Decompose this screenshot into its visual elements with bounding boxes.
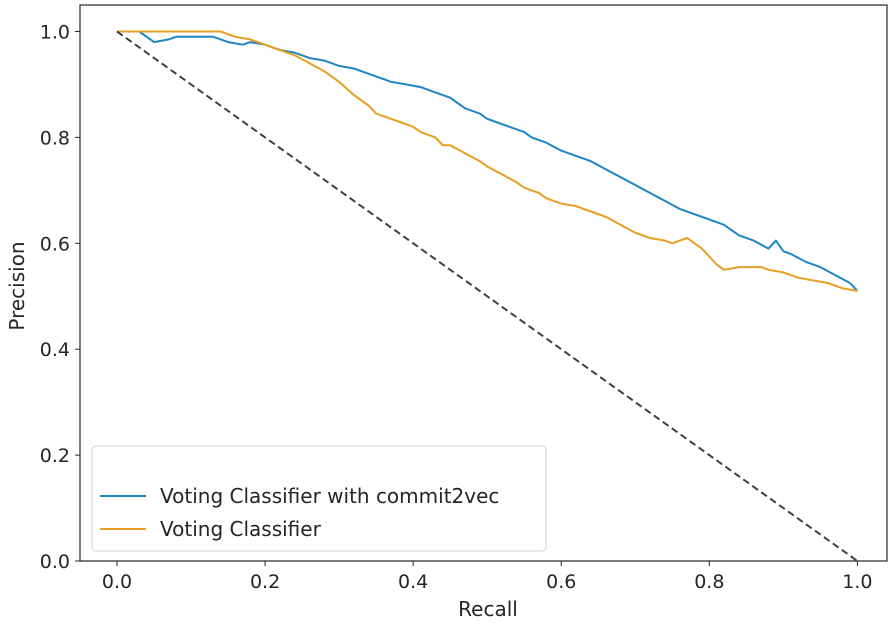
legend-label-commit2vec: Voting Classifier with commit2vec	[160, 484, 499, 508]
x-tick-label: 1.0	[842, 571, 872, 593]
legend: Voting Classifier with commit2vec Voting…	[91, 445, 547, 552]
y-tick-label: 1.0	[40, 21, 70, 43]
x-tick-label: 0.2	[250, 571, 280, 593]
y-tick-label: 0.0	[40, 551, 70, 573]
series-line-voting	[117, 30, 858, 292]
series-layer	[116, 30, 859, 562]
legend-label-voting: Voting Classifier	[160, 517, 322, 541]
series-line-baseline	[116, 30, 858, 562]
y-axis-ticks: 0.0 0.2 0.4 0.6 0.8 1.0	[40, 21, 80, 573]
x-tick-label: 0.0	[102, 571, 132, 593]
y-tick-label: 0.4	[40, 339, 70, 361]
legend-box	[91, 445, 547, 552]
series-line-commit2vec	[117, 30, 859, 292]
y-tick-label: 0.2	[40, 445, 70, 467]
x-axis-label: Recall	[458, 597, 518, 621]
x-tick-label: 0.8	[694, 571, 724, 593]
y-tick-label: 0.8	[40, 127, 70, 149]
x-axis-ticks: 0.0 0.2 0.4 0.6 0.8 1.0	[102, 561, 872, 593]
y-tick-label: 0.6	[40, 233, 70, 255]
plot-frame	[79, 4, 888, 562]
x-tick-label: 0.6	[546, 571, 576, 593]
y-axis-label: Precision	[5, 241, 29, 330]
x-tick-label: 0.4	[398, 571, 428, 593]
